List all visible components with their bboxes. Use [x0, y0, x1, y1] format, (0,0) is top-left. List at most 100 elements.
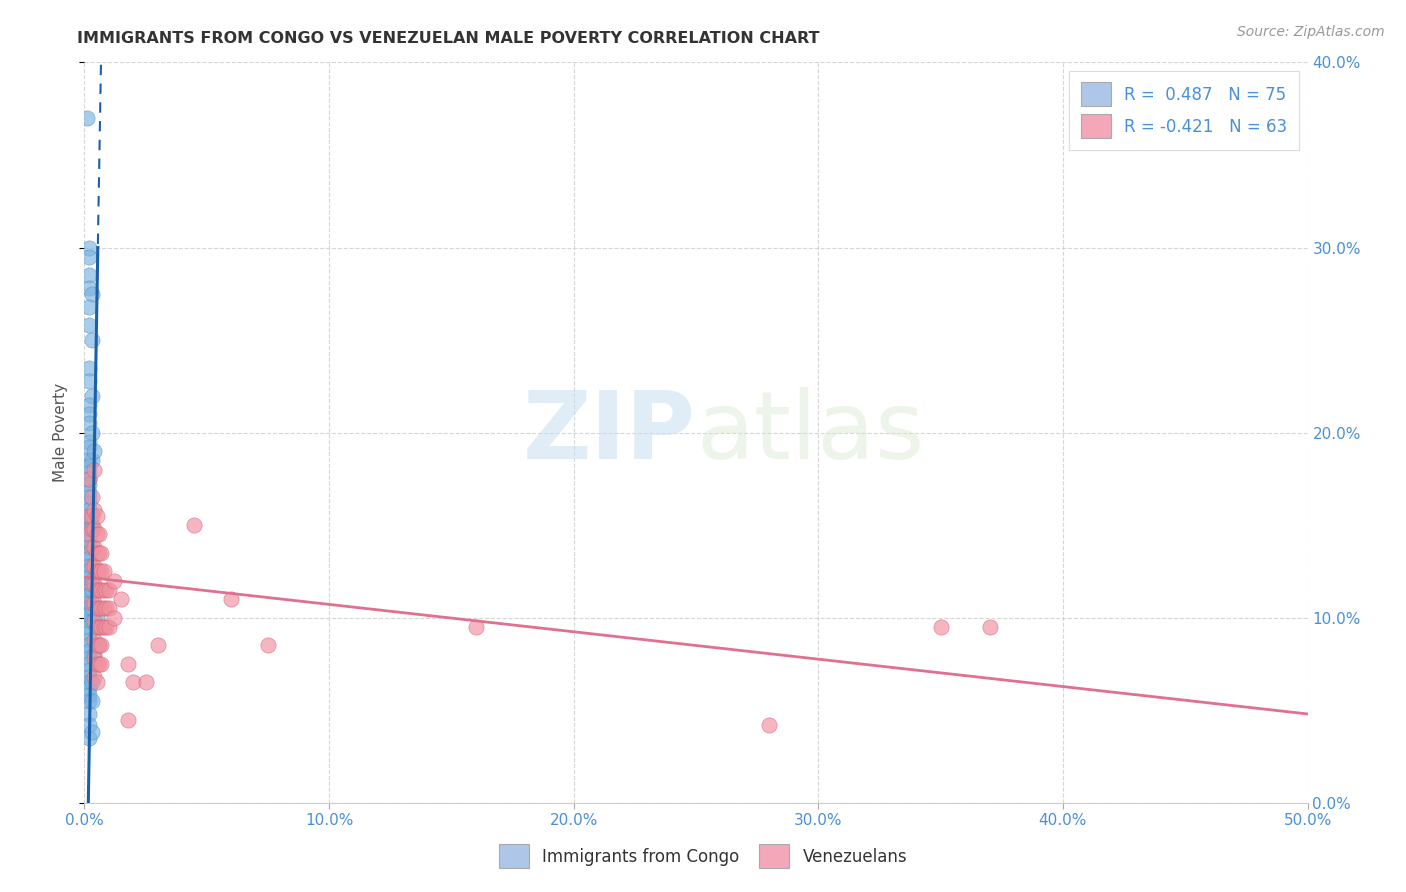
Point: [77, 441, 100, 455]
Point: [77, 558, 100, 573]
Point: [77, 360, 100, 375]
Point: [90, 620, 112, 634]
Point: [86, 546, 108, 560]
Point: [76, 111, 98, 125]
Point: [93, 601, 115, 615]
Point: [93, 565, 115, 579]
Point: [80, 425, 103, 440]
Point: [80, 582, 103, 597]
Point: [90, 601, 112, 615]
Point: [83, 632, 105, 647]
Point: [97, 620, 120, 634]
Point: [77, 607, 100, 621]
Point: [83, 615, 105, 629]
Point: [117, 713, 139, 727]
Point: [77, 731, 100, 745]
Text: atlas: atlas: [696, 386, 924, 479]
Point: [979, 620, 1001, 634]
Point: [96, 601, 118, 615]
Text: Source: ZipAtlas.com: Source: ZipAtlas.com: [1237, 25, 1385, 39]
Point: [77, 484, 100, 499]
Point: [80, 388, 103, 402]
Point: [77, 508, 100, 523]
Point: [87, 527, 110, 541]
Point: [87, 582, 110, 597]
Point: [146, 639, 169, 653]
Point: [80, 518, 103, 533]
Point: [77, 281, 100, 295]
Point: [83, 596, 105, 610]
Legend: Immigrants from Congo, Venezuelans: Immigrants from Congo, Venezuelans: [492, 838, 914, 875]
Point: [86, 601, 108, 615]
Point: [87, 546, 110, 560]
Point: [90, 639, 112, 653]
Point: [97, 601, 120, 615]
Point: [86, 620, 108, 634]
Point: [77, 300, 100, 314]
Point: [83, 541, 105, 555]
Point: [77, 657, 100, 671]
Point: [77, 681, 100, 695]
Point: [929, 620, 952, 634]
Point: [77, 689, 100, 703]
Point: [86, 620, 108, 634]
Point: [77, 541, 100, 555]
Point: [83, 648, 105, 662]
Point: [93, 582, 115, 597]
Point: [86, 657, 108, 671]
Point: [77, 694, 100, 708]
Point: [87, 639, 110, 653]
Point: [80, 615, 103, 629]
Point: [77, 675, 100, 690]
Point: [77, 625, 100, 640]
Point: [77, 374, 100, 388]
Point: [77, 250, 100, 264]
Point: [77, 596, 100, 610]
Point: [90, 657, 112, 671]
Point: [77, 620, 100, 634]
Point: [77, 240, 100, 255]
Point: [83, 651, 105, 665]
Point: [80, 574, 103, 588]
Point: [77, 434, 100, 449]
Point: [80, 675, 103, 690]
Point: [77, 577, 100, 591]
Y-axis label: Male Poverty: Male Poverty: [53, 383, 69, 483]
Point: [87, 639, 110, 653]
Point: [77, 491, 100, 505]
Point: [77, 551, 100, 566]
Point: [80, 333, 103, 347]
Point: [90, 565, 112, 579]
Point: [77, 546, 100, 560]
Point: [80, 725, 103, 739]
Point: [77, 651, 100, 665]
Point: [90, 582, 112, 597]
Point: [117, 657, 139, 671]
Point: [77, 589, 100, 603]
Point: [86, 565, 108, 579]
Point: [122, 675, 145, 690]
Point: [77, 398, 100, 412]
Point: [77, 670, 100, 684]
Point: [80, 453, 103, 467]
Point: [77, 565, 100, 579]
Point: [77, 632, 100, 647]
Point: [90, 546, 112, 560]
Point: [183, 518, 205, 533]
Point: [77, 663, 100, 677]
Point: [80, 286, 103, 301]
Point: [80, 558, 103, 573]
Point: [110, 592, 132, 607]
Point: [77, 706, 100, 721]
Point: [80, 522, 103, 536]
Point: [77, 268, 100, 283]
Point: [103, 574, 125, 588]
Point: [77, 644, 100, 658]
Point: [83, 577, 105, 591]
Point: [96, 582, 118, 597]
Point: [257, 639, 280, 653]
Point: [77, 467, 100, 481]
Legend: R =  0.487   N = 75, R = -0.421   N = 63: R = 0.487 N = 75, R = -0.421 N = 63: [1070, 70, 1299, 150]
Point: [80, 596, 103, 610]
Point: [80, 508, 103, 523]
